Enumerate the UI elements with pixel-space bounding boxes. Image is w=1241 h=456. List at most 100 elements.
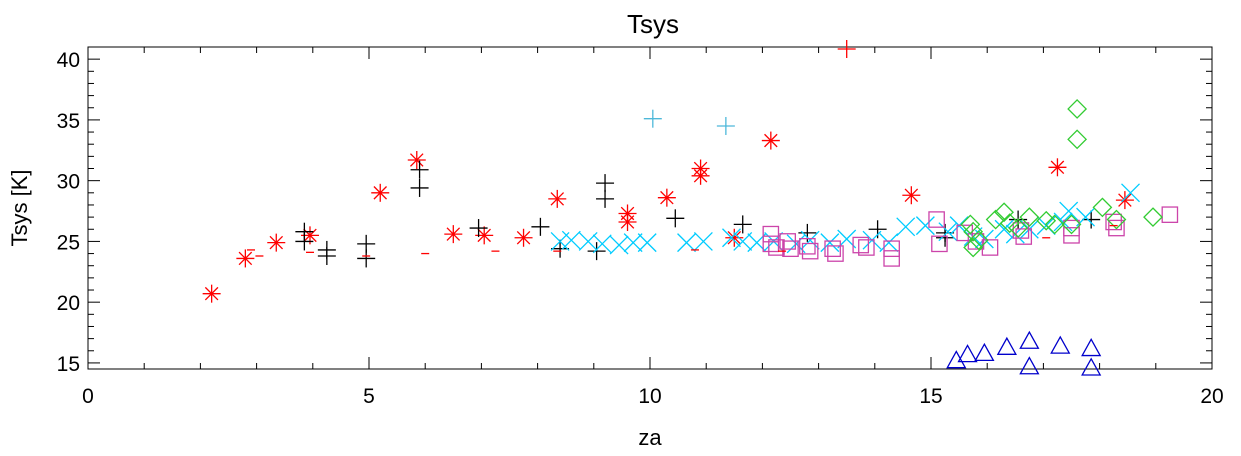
asterisk-point bbox=[202, 284, 221, 303]
diamond-point bbox=[1092, 197, 1113, 218]
diamond-point bbox=[1008, 218, 1029, 238]
cross-point bbox=[693, 231, 713, 251]
plus-point bbox=[410, 160, 429, 179]
square-point bbox=[883, 240, 900, 258]
diamond-point bbox=[1067, 129, 1088, 150]
cross-point bbox=[915, 216, 935, 236]
y-tick-label: 20 bbox=[57, 292, 80, 315]
square-point bbox=[858, 239, 875, 256]
cross-point bbox=[974, 229, 994, 249]
diamond-point bbox=[963, 237, 984, 258]
asterisk-point bbox=[444, 225, 463, 244]
cross-point bbox=[609, 235, 629, 255]
x-tick-label: 0 bbox=[82, 385, 94, 408]
square-point bbox=[1063, 227, 1080, 244]
asterisk-point bbox=[371, 183, 390, 202]
y-tick-label: 40 bbox=[57, 49, 80, 72]
triangle-point bbox=[946, 350, 967, 369]
square-point bbox=[768, 239, 785, 256]
plus-point bbox=[317, 246, 336, 265]
diamond-point bbox=[968, 230, 989, 251]
square-point bbox=[1015, 228, 1033, 245]
triangle-point bbox=[996, 336, 1017, 355]
x-tick-label: 10 bbox=[638, 385, 661, 408]
diamond-point bbox=[1143, 207, 1163, 228]
asterisk-point bbox=[514, 228, 533, 247]
y-tick-label: 35 bbox=[57, 110, 80, 133]
square-point bbox=[956, 224, 974, 242]
y-axis-label: Tsys [K] bbox=[7, 169, 32, 246]
square-point bbox=[801, 242, 819, 260]
triangle-point bbox=[1019, 330, 1040, 349]
diamond-point bbox=[985, 209, 1006, 230]
plus-point bbox=[531, 217, 550, 236]
square-point bbox=[883, 250, 900, 267]
plus-point bbox=[716, 116, 735, 135]
diamond-point bbox=[994, 202, 1014, 223]
cross-point bbox=[820, 233, 840, 253]
cross-point bbox=[994, 219, 1014, 239]
square-point bbox=[824, 240, 841, 258]
cross-point bbox=[800, 230, 820, 250]
diamond-point bbox=[1036, 210, 1057, 231]
cross-point bbox=[592, 234, 612, 254]
cross-point bbox=[677, 233, 696, 253]
diamond-point bbox=[1067, 99, 1088, 119]
square-point bbox=[852, 236, 870, 254]
asterisk-point bbox=[475, 226, 494, 245]
diamond-point bbox=[999, 213, 1020, 234]
cross-point bbox=[722, 228, 741, 248]
plot-frame bbox=[87, 46, 1213, 370]
plus-point bbox=[295, 232, 314, 251]
square-point bbox=[799, 237, 816, 255]
square-point bbox=[931, 235, 948, 253]
square-point bbox=[928, 211, 945, 228]
asterisk-point bbox=[1048, 158, 1067, 177]
plus-point bbox=[666, 209, 685, 228]
triangle-point bbox=[1050, 335, 1071, 354]
plus-point bbox=[551, 239, 570, 258]
plus-point bbox=[596, 174, 615, 193]
plus-point bbox=[837, 40, 856, 58]
asterisk-point bbox=[725, 228, 744, 247]
asterisk-point bbox=[407, 151, 426, 170]
plus-point bbox=[587, 242, 606, 261]
cross-point bbox=[637, 233, 657, 253]
square-point bbox=[1161, 206, 1179, 223]
diamond-point bbox=[1106, 209, 1127, 230]
plus-point bbox=[643, 109, 662, 128]
square-point bbox=[1012, 222, 1030, 239]
triangle-point bbox=[957, 344, 978, 363]
asterisk-point bbox=[657, 188, 676, 207]
asterisk-point bbox=[267, 233, 286, 252]
square-point bbox=[782, 240, 799, 258]
plus-point bbox=[410, 178, 429, 197]
axes: 0 5 10 15 20 15 20 25 30 35 40 bbox=[57, 46, 1224, 408]
diamond-point bbox=[1061, 214, 1082, 235]
cross-point bbox=[1059, 201, 1079, 221]
data-points bbox=[202, 40, 1179, 376]
cross-point bbox=[623, 233, 643, 253]
triangle-point bbox=[1081, 357, 1102, 376]
asterisk-point bbox=[902, 186, 921, 205]
x-axis-label: za bbox=[638, 425, 662, 450]
asterisk-point bbox=[761, 131, 780, 150]
square-point bbox=[762, 235, 780, 253]
cross-point bbox=[561, 230, 581, 250]
asterisk-point bbox=[691, 166, 710, 185]
asterisk-point bbox=[1115, 191, 1134, 210]
diamond-point bbox=[1019, 207, 1040, 228]
cross-point bbox=[879, 233, 899, 253]
cross-point bbox=[578, 231, 598, 251]
plus-point bbox=[868, 220, 887, 239]
y-tick-label: 15 bbox=[57, 353, 80, 376]
chart-title: Tsys bbox=[627, 9, 679, 39]
diamond-point bbox=[963, 221, 984, 242]
square-point bbox=[1108, 219, 1125, 237]
triangle-point bbox=[1081, 338, 1102, 357]
diamond-point bbox=[960, 214, 981, 235]
cross-point bbox=[896, 217, 916, 237]
y-tick-label: 25 bbox=[57, 231, 80, 254]
triangle-point bbox=[1019, 356, 1040, 375]
